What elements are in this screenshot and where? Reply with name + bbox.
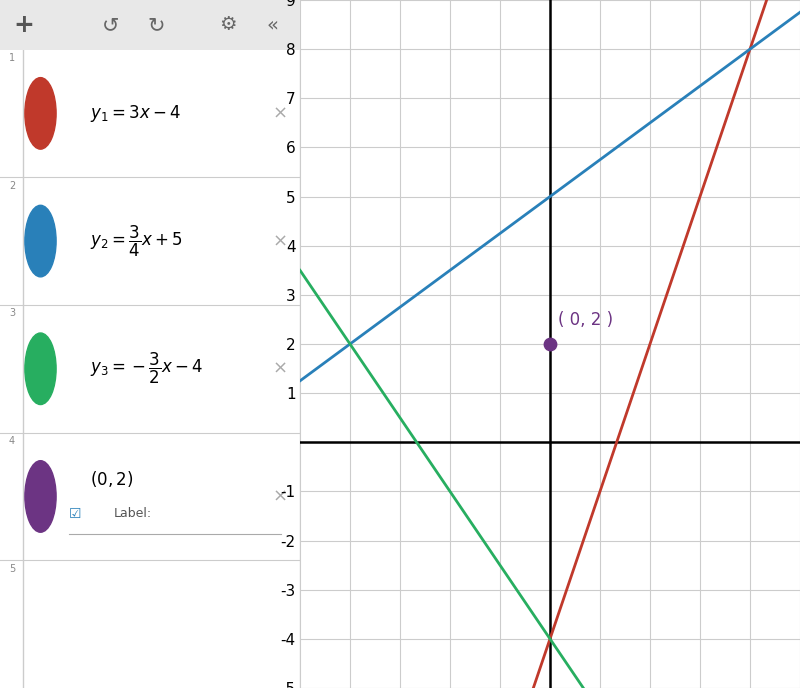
Text: 3: 3 (9, 308, 15, 319)
Text: $y_3 = -\dfrac{3}{2}x - 4$: $y_3 = -\dfrac{3}{2}x - 4$ (90, 351, 203, 387)
Text: ⚙: ⚙ (219, 15, 237, 34)
Text: Label:: Label: (114, 507, 152, 520)
Text: ↺: ↺ (102, 14, 120, 35)
Circle shape (25, 205, 56, 277)
Text: $(0, 2)$: $(0, 2)$ (90, 469, 134, 489)
Bar (0, 0, 300, 50)
Circle shape (25, 78, 56, 149)
Text: ×: × (273, 232, 288, 250)
Text: 2: 2 (9, 181, 15, 191)
Circle shape (25, 333, 56, 405)
Text: ×: × (273, 105, 288, 122)
Point (544, 338, 557, 350)
Text: «: « (267, 15, 279, 34)
Text: 5: 5 (9, 563, 15, 574)
Text: ×: × (273, 488, 288, 506)
Text: ×: × (273, 360, 288, 378)
Text: +: + (14, 13, 34, 36)
Text: 1: 1 (9, 53, 15, 63)
Text: $y_2 = \dfrac{3}{4}x + 5$: $y_2 = \dfrac{3}{4}x + 5$ (90, 224, 182, 259)
Text: ☑: ☑ (69, 506, 82, 521)
Text: 4: 4 (9, 436, 15, 446)
Text: $y_1 = 3x - 4$: $y_1 = 3x - 4$ (90, 103, 181, 124)
Text: ↻: ↻ (147, 14, 165, 35)
Text: ( 0, 2 ): ( 0, 2 ) (558, 311, 613, 330)
Circle shape (25, 461, 56, 533)
